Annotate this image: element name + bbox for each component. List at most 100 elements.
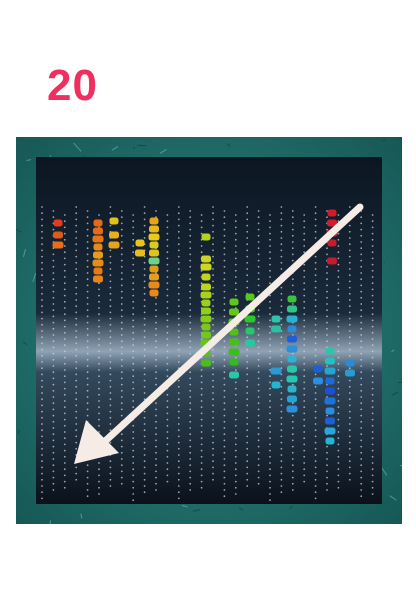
hit-marker — [149, 217, 159, 225]
sensor-dot — [155, 371, 157, 374]
sensor-dot — [52, 340, 55, 343]
sensor-dot — [155, 210, 157, 212]
sensor-dot — [291, 253, 294, 256]
sensor-dot — [166, 300, 169, 303]
sensor-dot — [223, 247, 226, 250]
sensor-dot — [63, 325, 66, 328]
sensor-dot — [98, 331, 100, 334]
sensor-dot — [212, 206, 214, 208]
texture-line — [49, 520, 52, 524]
sensor-dot — [280, 218, 283, 221]
sensor-dot — [120, 389, 123, 392]
sensor-dot — [348, 280, 351, 283]
sensor-dot — [269, 251, 271, 254]
sensor-dot — [269, 486, 271, 489]
sensor-dot — [291, 290, 294, 293]
sensor-dot — [223, 303, 226, 305]
hit-marker — [93, 243, 103, 251]
sensor-dot — [41, 491, 43, 494]
sensor-dot — [337, 431, 340, 433]
sensor-dot — [212, 361, 214, 363]
sensor-dot — [234, 232, 237, 235]
sensor-dot — [246, 423, 249, 425]
sensor-dot — [212, 404, 214, 407]
sensor-dot — [291, 222, 294, 225]
sensor-dot — [360, 377, 363, 380]
sensor-dot — [109, 280, 112, 283]
sensor-dot — [269, 226, 271, 229]
sensor-dot — [314, 218, 317, 221]
sensor-dot — [234, 288, 237, 291]
sensor-dot — [189, 234, 192, 237]
hit-cluster — [135, 239, 145, 257]
sensor-dot — [360, 265, 363, 268]
sensor-dot — [98, 462, 100, 464]
sensor-dot — [223, 272, 226, 274]
sensor-dot — [269, 257, 271, 260]
sensor-dot — [63, 288, 66, 291]
sensor-dot — [360, 420, 363, 423]
sensor-dot — [41, 454, 43, 456]
sensor-dot — [348, 286, 351, 289]
sensor-dot — [143, 336, 146, 339]
sensor-dot — [360, 427, 363, 429]
sensor-dot — [212, 398, 214, 401]
sensor-dot — [269, 375, 271, 378]
sensor-dot — [337, 412, 340, 415]
sensor-dot — [223, 365, 226, 367]
sensor-dot — [223, 284, 226, 287]
sensor-dot — [52, 464, 55, 467]
sensor-dot — [86, 216, 89, 219]
sensor-dot — [52, 346, 55, 349]
sensor-dot — [143, 385, 146, 388]
sensor-dot — [132, 468, 135, 471]
sensor-dot — [132, 344, 135, 347]
hit-marker — [201, 233, 211, 241]
sensor-dot — [360, 352, 363, 355]
sensor-dot — [291, 451, 294, 454]
sensor-dot — [212, 392, 214, 394]
sensor-dot — [348, 274, 351, 277]
sensor-dot — [143, 255, 146, 258]
hit-marker — [93, 267, 103, 275]
sensor-dot — [166, 257, 169, 260]
sensor-dot — [326, 414, 328, 417]
sensor-dot — [41, 280, 43, 283]
sensor-dot — [348, 435, 351, 438]
sensor-dot — [303, 369, 306, 371]
sensor-dot — [246, 441, 249, 444]
hit-marker — [148, 257, 160, 265]
sensor-dot — [360, 327, 363, 330]
sensor-dot — [63, 294, 66, 297]
sensor-dot — [155, 414, 157, 417]
sensor-dot — [257, 427, 260, 429]
sensor-dot — [326, 476, 328, 479]
sensor-dot — [223, 383, 226, 386]
sensor-dot — [348, 454, 351, 456]
sensor-dot — [109, 472, 112, 475]
sensor-dot — [348, 367, 351, 370]
sensor-dot — [132, 313, 135, 316]
sensor-dot — [177, 237, 180, 239]
sensor-dot — [303, 418, 306, 421]
sensor-dot — [257, 408, 260, 411]
sensor-dot — [41, 224, 43, 227]
sensor-dot — [303, 344, 306, 347]
event-display-frame — [16, 137, 402, 524]
sensor-dot — [120, 290, 123, 293]
sensor-dot — [360, 346, 363, 349]
sensor-dot — [314, 274, 317, 277]
sensor-dot — [52, 433, 55, 436]
hit-marker — [149, 241, 159, 249]
sensor-dot — [200, 424, 203, 427]
sensor-dot — [303, 381, 306, 384]
sensor-dot — [314, 206, 317, 208]
sensor-dot — [109, 429, 112, 432]
sensor-dot — [177, 342, 180, 345]
sensor-dot — [177, 410, 180, 413]
sensor-dot — [86, 303, 89, 305]
sensor-dot — [280, 212, 283, 215]
sensor-dot — [41, 261, 43, 264]
sensor-dot — [75, 330, 78, 332]
sensor-dot — [314, 466, 317, 469]
